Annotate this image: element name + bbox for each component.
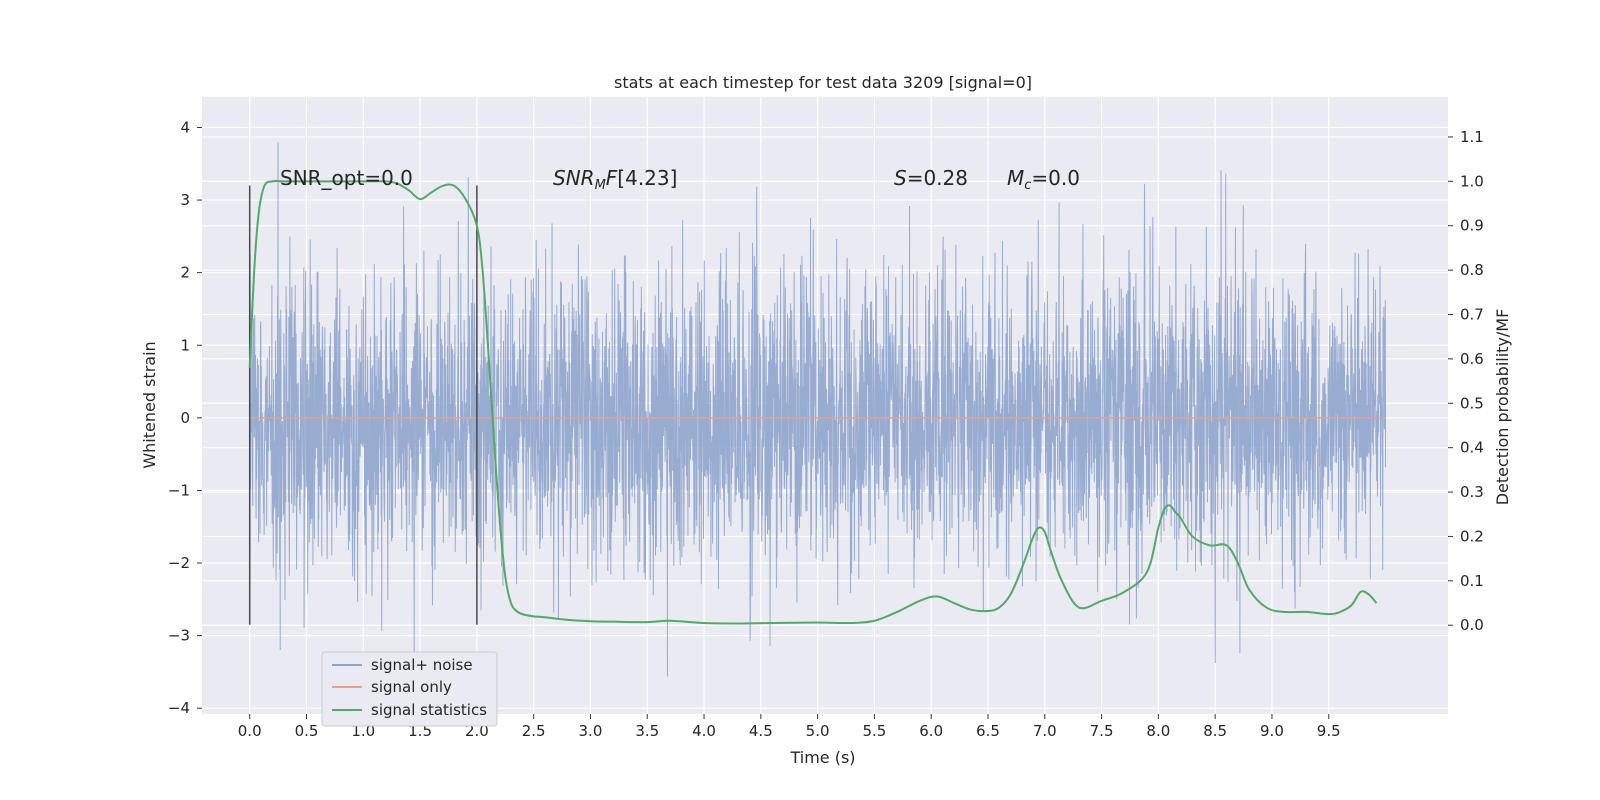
x-tick-label: 2.5 [522, 722, 546, 740]
right-y-axis-ticks: 1.1 1.0 0.9 0.8 0.7 0.6 0.5 0.4 0.3 0.2 0.1 0.0 [1448, 128, 1484, 634]
y-left-tick-label: 2 [180, 264, 190, 282]
signal-plus-noise-line [249, 142, 1387, 677]
y-right-tick-label: 0.7 [1460, 306, 1484, 324]
legend-label-signal-only: signal only [371, 678, 452, 696]
annotation-mc-value: =0.0 [1031, 166, 1080, 190]
x-tick-label: 8.0 [1146, 722, 1170, 740]
y-right-tick-label: 1.0 [1460, 172, 1484, 190]
x-tick-label: 4.5 [749, 722, 773, 740]
y-right-tick-label: 1.1 [1460, 128, 1484, 146]
y-right-tick-label: 0.2 [1460, 527, 1484, 545]
annotation-snr-opt: SNR_opt=0.0 [280, 166, 413, 190]
chart-title: stats at each timestep for test data 320… [614, 73, 1032, 92]
x-tick-label: 3.0 [579, 722, 603, 740]
annotation-snr-mf-value: [4.23] [617, 166, 677, 190]
y-right-tick-label: 0.5 [1460, 394, 1484, 412]
y-right-tick-label: 0.0 [1460, 616, 1484, 634]
x-tick-label: 3.5 [635, 722, 659, 740]
y-left-tick-label: −4 [168, 699, 190, 717]
y-right-tick-label: 0.8 [1460, 261, 1484, 279]
x-tick-label: 8.5 [1203, 722, 1227, 740]
y-axis-left-label: Whitened strain [140, 341, 159, 468]
x-tick-label: 7.5 [1090, 722, 1114, 740]
legend-box [321, 651, 498, 727]
y-left-tick-label: 1 [180, 336, 190, 354]
left-y-axis-ticks: 4 3 2 1 0 −1 −2 −3 −4 [168, 118, 202, 717]
legend: signal+ noise signal only signal statist… [321, 651, 498, 727]
x-tick-label: 0.0 [238, 722, 262, 740]
x-tick-label: 9.5 [1317, 722, 1341, 740]
annotation-snr-mf: SNRMF[4.23] [553, 166, 677, 193]
y-right-tick-label: 0.6 [1460, 350, 1484, 368]
x-tick-label: 5.5 [862, 722, 886, 740]
y-left-tick-label: −1 [168, 481, 190, 499]
y-left-tick-label: 4 [180, 118, 190, 136]
x-tick-label: 6.0 [919, 722, 943, 740]
y-left-tick-label: 3 [180, 191, 190, 209]
y-left-tick-label: −2 [168, 554, 190, 572]
legend-label-signal-plus-noise: signal+ noise [371, 656, 473, 674]
x-tick-label: 0.5 [295, 722, 319, 740]
y-left-tick-label: −3 [168, 627, 190, 645]
x-tick-label: 5.0 [806, 722, 830, 740]
y-right-tick-label: 0.4 [1460, 439, 1484, 457]
x-tick-label: 7.0 [1033, 722, 1057, 740]
annotation-mc: Mc=0.0 [1007, 166, 1080, 193]
x-axis-label: Time (s) [789, 748, 855, 767]
signal-plus-noise-series [249, 142, 1387, 677]
y-right-tick-label: 0.1 [1460, 572, 1484, 590]
x-tick-label: 9.0 [1260, 722, 1284, 740]
signal-statistics-line [248, 180, 1378, 625]
y-left-tick-label: 0 [180, 409, 190, 427]
legend-label-signal-statistics: signal statistics [371, 701, 487, 719]
y-right-tick-label: 0.3 [1460, 483, 1484, 501]
annotation-s: S=0.28 [894, 166, 968, 190]
x-tick-label: 6.5 [976, 722, 1000, 740]
y-axis-right-label: Detection probability/MF [1493, 309, 1512, 506]
annotation-s-value: =0.28 [907, 166, 968, 190]
x-tick-label: 4.0 [692, 722, 716, 740]
y-right-tick-label: 0.9 [1460, 217, 1484, 235]
